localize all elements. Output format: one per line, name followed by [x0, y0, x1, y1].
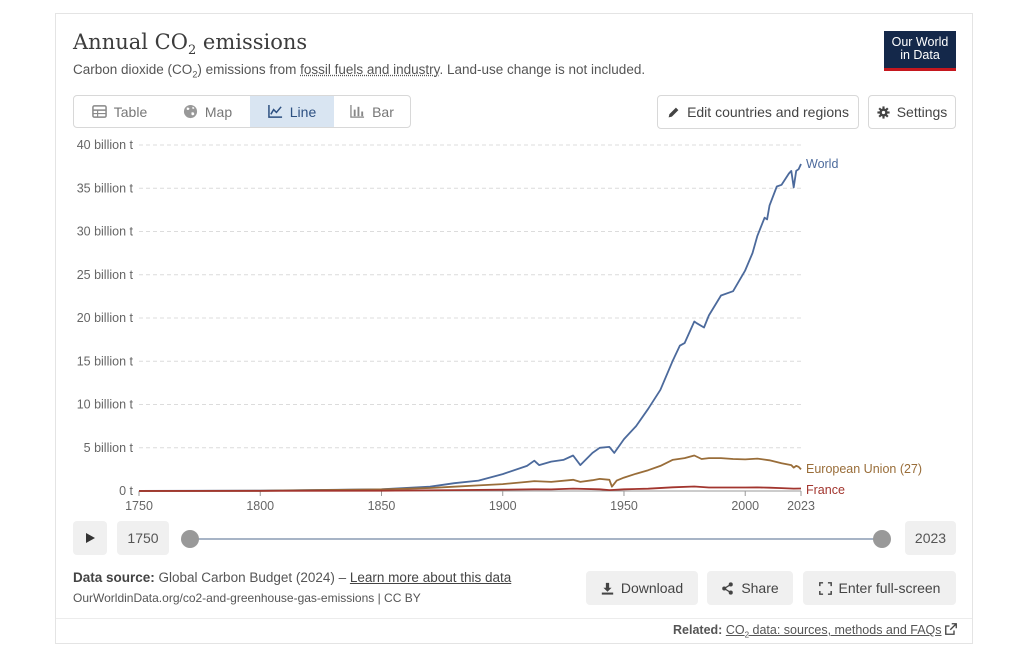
x-tick-label: 1850 [368, 499, 396, 513]
fullscreen-button[interactable]: Enter full-screen [803, 571, 956, 605]
x-tick-label: 1750 [125, 499, 153, 513]
y-tick-label: 40 billion t [77, 138, 134, 152]
y-tick-label: 20 billion t [77, 311, 134, 325]
series-line-world[interactable] [138, 163, 802, 492]
tab-table[interactable]: Table [74, 96, 165, 127]
y-tick-label: 35 billion t [77, 181, 134, 195]
series-line-european-union-27-[interactable] [138, 454, 802, 492]
tab-map[interactable]: Map [165, 96, 250, 127]
y-tick-label: 30 billion t [77, 225, 134, 239]
y-tick-label: 25 billion t [77, 268, 134, 282]
related-link[interactable]: CO2 data: sources, methods and FAQs [725, 623, 942, 640]
related-divider [56, 618, 972, 619]
pencil-icon [668, 107, 679, 117]
x-tick-label: 2000 [731, 499, 759, 513]
learn-more-link[interactable]: Learn more about this data [349, 570, 512, 585]
timeline-track[interactable] [190, 538, 882, 540]
series-label[interactable]: France [806, 483, 845, 497]
share-button[interactable]: Share [707, 571, 793, 605]
owid-logo[interactable]: Our World in Data [884, 31, 956, 71]
series-label[interactable]: European Union (27) [806, 462, 922, 476]
series-line-france[interactable] [138, 485, 802, 492]
play-icon [86, 533, 95, 543]
chart-title: Annual CO2 emissions [73, 30, 308, 59]
download-icon [601, 582, 614, 595]
edit-countries-button[interactable]: Edit countries and regions [657, 95, 859, 129]
view-tabs: Table Map Line Bar [73, 95, 411, 128]
timeline-end-label: 2023 [905, 521, 956, 555]
tab-line[interactable]: Line [250, 96, 334, 127]
line-chart-icon [267, 104, 282, 118]
series-label[interactable]: World [806, 157, 838, 171]
bar-chart-icon [350, 104, 365, 118]
x-tick-label: 2023 [787, 499, 815, 513]
timeline-start-handle[interactable] [181, 530, 199, 548]
x-tick-label: 1900 [489, 499, 517, 513]
y-tick-label: 0 t [119, 484, 133, 498]
x-tick-label: 1800 [246, 499, 274, 513]
related-link-row: Related: CO2 data: sources, methods and … [673, 623, 957, 640]
download-button[interactable]: Download [586, 571, 698, 605]
timeline-start-label: 1750 [117, 521, 169, 555]
data-source: Data source: Global Carbon Budget (2024)… [73, 570, 512, 585]
gear-icon [877, 105, 890, 119]
y-tick-label: 5 billion t [84, 441, 134, 455]
share-icon [722, 581, 734, 595]
tab-bar[interactable]: Bar [334, 96, 410, 127]
globe-icon [183, 104, 197, 119]
y-tick-label: 10 billion t [77, 398, 134, 412]
timeline-end-handle[interactable] [873, 530, 891, 548]
chart-card [55, 13, 973, 644]
expand-icon [818, 581, 832, 595]
chart-subtitle: Carbon dioxide (CO2) emissions from foss… [73, 62, 646, 80]
y-tick-label: 15 billion t [77, 354, 134, 368]
play-button[interactable] [73, 521, 107, 555]
external-link-icon [945, 623, 957, 635]
source-url: OurWorldinData.org/co2-and-greenhouse-ga… [73, 591, 421, 605]
fossil-fuels-link[interactable]: fossil fuels and industry [300, 62, 440, 77]
x-tick-label: 1950 [610, 499, 638, 513]
table-icon [91, 105, 107, 118]
settings-button[interactable]: Settings [868, 95, 956, 129]
